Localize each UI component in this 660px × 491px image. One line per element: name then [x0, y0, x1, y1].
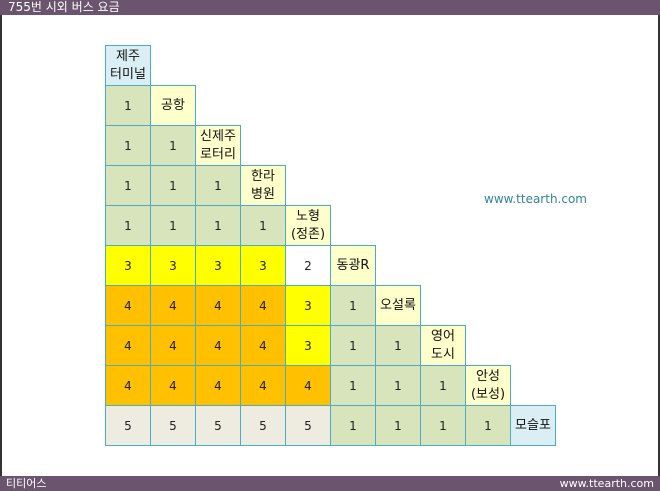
- fare-cell: 5: [240, 405, 286, 446]
- fare-cell: 1: [330, 285, 376, 326]
- fare-cell: 1: [150, 125, 196, 166]
- fare-cell: 1: [420, 405, 466, 446]
- fare-cell: 2: [285, 245, 331, 286]
- fare-cell: 4: [240, 365, 286, 406]
- fare-cell: 1: [375, 405, 421, 446]
- fare-cell: 4: [105, 285, 151, 326]
- footer-bar: 티티어스 www.ttearth.com: [0, 476, 660, 491]
- stop-header-cell: 제주 터미널: [105, 45, 151, 86]
- stop-header-cell: 공항: [150, 85, 196, 126]
- fare-cell: 3: [285, 325, 331, 366]
- fare-cell: 4: [285, 365, 331, 406]
- fare-cell: 4: [195, 325, 241, 366]
- fare-cell: 1: [195, 165, 241, 206]
- fare-cell: 3: [285, 285, 331, 326]
- stop-header-cell: 노형 (정존): [285, 205, 331, 246]
- fare-cell: 4: [150, 365, 196, 406]
- fare-cell: 1: [465, 405, 511, 446]
- stop-header-cell: 영어 도시: [420, 325, 466, 366]
- fare-cell: 4: [240, 325, 286, 366]
- title-bar: 755번 시외 버스 요금: [0, 0, 660, 15]
- fare-cell: 4: [150, 325, 196, 366]
- stop-header-cell: 모슬포: [510, 405, 556, 446]
- fare-cell: 4: [105, 325, 151, 366]
- fare-cell: 1: [195, 205, 241, 246]
- fare-cell: 5: [195, 405, 241, 446]
- fare-cell: 1: [330, 405, 376, 446]
- fare-cell: 3: [240, 245, 286, 286]
- stop-header-cell: 안성 (보성): [465, 365, 511, 406]
- watermark: www.ttearth.com: [484, 192, 587, 206]
- fare-cell: 4: [150, 285, 196, 326]
- stop-header-cell: 동광R: [330, 245, 376, 286]
- fare-cell: 4: [195, 285, 241, 326]
- footer-right-link[interactable]: www.ttearth.com: [559, 477, 654, 490]
- fare-cell: 3: [150, 245, 196, 286]
- stop-header-cell: 한라 병원: [240, 165, 286, 206]
- fare-cell: 3: [105, 245, 151, 286]
- fare-cell: 5: [150, 405, 196, 446]
- fare-cell: 1: [150, 165, 196, 206]
- fare-cell: 1: [375, 325, 421, 366]
- fare-cell: 1: [105, 125, 151, 166]
- fare-cell: 1: [105, 205, 151, 246]
- fare-cell: 1: [375, 365, 421, 406]
- fare-cell: 1: [330, 365, 376, 406]
- fare-cell: 5: [285, 405, 331, 446]
- stop-header-cell: 신제주 로터리: [195, 125, 241, 166]
- fare-cell: 3: [195, 245, 241, 286]
- fare-cell: 5: [105, 405, 151, 446]
- fare-cell: 1: [105, 165, 151, 206]
- fare-cell: 1: [105, 85, 151, 126]
- fare-cell: 4: [240, 285, 286, 326]
- fare-cell: 4: [105, 365, 151, 406]
- fare-cell: 4: [195, 365, 241, 406]
- footer-left: 티티어스: [6, 477, 47, 490]
- fare-cell: 1: [330, 325, 376, 366]
- fare-cell: 1: [240, 205, 286, 246]
- fare-cell: 1: [420, 365, 466, 406]
- fare-cell: 1: [150, 205, 196, 246]
- stop-header-cell: 오설록: [375, 285, 421, 326]
